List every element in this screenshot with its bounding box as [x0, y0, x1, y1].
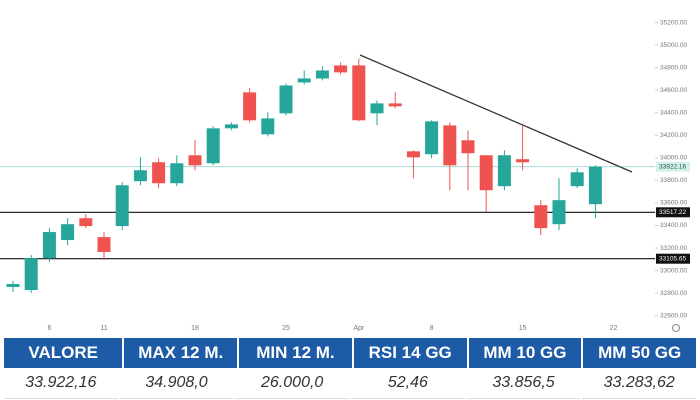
x-tick-label: 22 [610, 325, 618, 332]
candle-body [152, 162, 166, 184]
y-tick-label: 35200.00 [660, 19, 687, 26]
table-cell: 33.922,16 [4, 368, 118, 399]
candle-body [479, 155, 493, 191]
table-cell: 33.283,62 [582, 368, 697, 399]
candle-body [497, 155, 511, 187]
candle-body [334, 65, 348, 73]
y-tick-label: 35000.00 [660, 42, 687, 49]
x-tick-label: 15 [519, 325, 527, 332]
candle-body [588, 166, 602, 205]
value-row: 33.922,16 34.908,0 26.000,0 52,46 33.856,5 33… [0, 368, 700, 399]
candle-body [224, 124, 238, 129]
y-tick-label: 34400.00 [660, 109, 687, 116]
candle-body [206, 128, 220, 164]
table-cell: MM 10 GG [468, 338, 582, 368]
x-tick-label: 11 [100, 325, 107, 332]
trend-line [359, 54, 633, 173]
x-tick-label: 6 [47, 325, 51, 332]
level-label: 33517.22 [659, 209, 686, 216]
candle-body [534, 205, 548, 229]
y-tick-label: 34600.00 [660, 87, 687, 94]
candle-body [516, 159, 530, 163]
last-price-tag [656, 161, 690, 172]
y-tick-label: 33000.00 [660, 267, 687, 274]
y-tick-label: 32800.00 [660, 290, 687, 297]
level-tag [656, 253, 690, 264]
candle-body [6, 284, 20, 287]
table-cell: 34.908,0 [119, 368, 234, 399]
candle-body [461, 140, 475, 154]
candle-body [443, 125, 457, 166]
candle-body [133, 170, 147, 182]
y-tick-label: 33400.00 [660, 222, 687, 229]
candle-body [261, 118, 275, 135]
candle-body [315, 70, 329, 79]
candle-body [370, 103, 384, 114]
table-cell: VALORE [4, 338, 123, 368]
y-tick-label: 34200.00 [660, 132, 687, 139]
chart: 35200.00 35000.00 34800.00 34600.00 34400.00… [0, 19, 690, 332]
x-tick-label: Apr [353, 325, 365, 332]
candle-body [388, 103, 402, 107]
y-tick-label: 33600.00 [660, 200, 687, 207]
x-tick-label: 8 [430, 325, 434, 332]
candle-body [570, 172, 584, 187]
x-tick-label: 25 [282, 325, 290, 332]
candle-body [406, 151, 420, 158]
candle-body [24, 258, 38, 291]
candle-body [170, 163, 184, 184]
y-tick-label: 34000.00 [660, 155, 687, 162]
level-label: 33105.65 [659, 255, 686, 262]
table-cell: 52,46 [351, 368, 465, 399]
table-cell: MAX 12 M. [124, 338, 238, 368]
header-row: VALORE MAX 12 M. MIN 12 M. RSI 14 GG MM 10 G… [0, 338, 700, 368]
last-price-label: 33922.16 [659, 163, 686, 170]
x-tick-label: 18 [191, 325, 199, 332]
candle-body [188, 155, 202, 166]
stats-table: VALORE MAX 12 M. MIN 12 M. RSI 14 GG MM 10 G… [0, 338, 700, 400]
table-cell: MM 50 GG [583, 338, 697, 368]
y-tick-label: 33800.00 [660, 177, 687, 184]
candle-body [352, 65, 366, 121]
candle-body [97, 237, 111, 253]
table-cell: MIN 12 M. [239, 338, 352, 368]
candle-body [425, 121, 439, 155]
candle-body [61, 224, 75, 241]
y-tick-label: 33200.00 [660, 245, 687, 252]
level-tag [656, 207, 690, 218]
y-tick-label: 32600.00 [660, 312, 687, 319]
table-cell: 33.856,5 [466, 368, 581, 399]
table-cell: 26.000,0 [235, 368, 350, 399]
candle-body [42, 232, 56, 259]
candle-body [115, 185, 129, 227]
candle-body [297, 78, 311, 83]
candle-body [243, 92, 257, 121]
candle-body [552, 200, 566, 225]
settings-icon[interactable] [672, 324, 680, 332]
y-tick-label: 34800.00 [660, 64, 687, 71]
candle-body [279, 85, 293, 114]
table-cell: RSI 14 GG [353, 338, 467, 368]
candle-body [79, 218, 93, 227]
